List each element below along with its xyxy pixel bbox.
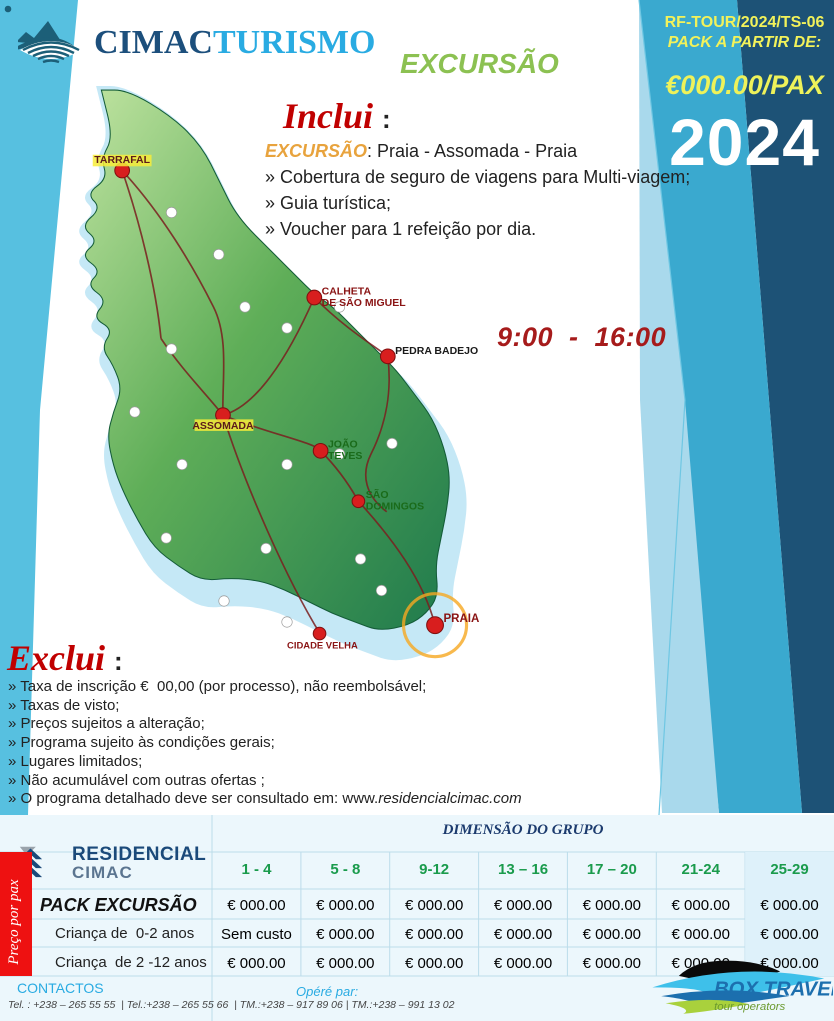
svg-text:ASSOMADA: ASSOMADA	[192, 420, 254, 432]
svg-text:TEVES: TEVES	[328, 450, 362, 462]
svg-text:JOÃO: JOÃO	[328, 438, 358, 451]
svg-text:DOMINGOS: DOMINGOS	[366, 501, 424, 513]
svg-text:CALHETA: CALHETA	[322, 285, 372, 297]
svg-text:PRAIA: PRAIA	[443, 613, 480, 625]
svg-text:TARRAFAL: TARRAFAL	[94, 154, 150, 166]
svg-text:DE SÃO MIGUEL: DE SÃO MIGUEL	[322, 296, 407, 309]
svg-text:BOX TRAVEL: BOX TRAVEL	[714, 978, 833, 1000]
svg-text:CIDADE VELHA: CIDADE VELHA	[287, 640, 358, 651]
svg-text:tour operators: tour operators	[714, 1001, 785, 1013]
svg-text:PEDRA BADEJO: PEDRA BADEJO	[395, 345, 478, 357]
svg-text:SÃO: SÃO	[366, 488, 389, 501]
